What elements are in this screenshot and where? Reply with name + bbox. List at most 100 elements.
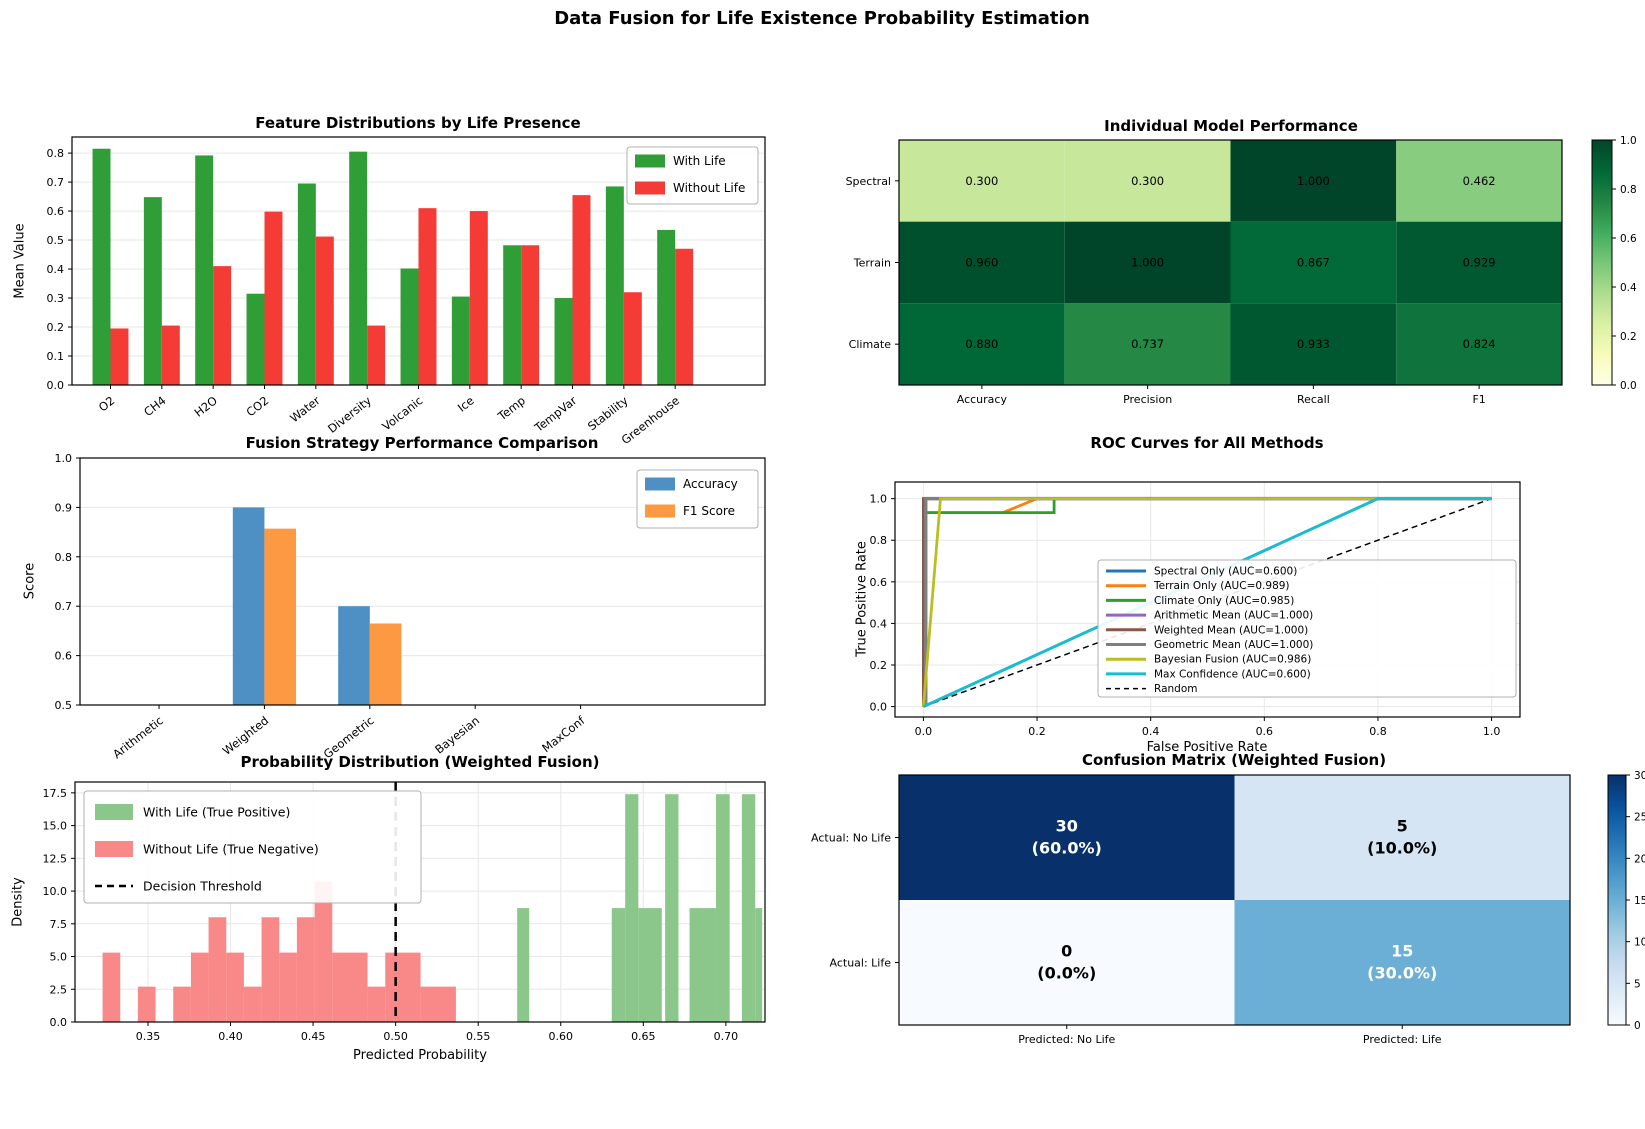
heatmap-row-label: Spectral <box>846 175 891 188</box>
bar <box>469 211 488 385</box>
ytick-label: 0.6 <box>870 576 888 589</box>
confusion-cell-count: 5 <box>1397 817 1408 836</box>
heatmap-cell-value: 0.880 <box>965 337 998 351</box>
hist-bar-with-life <box>611 908 626 1022</box>
bar <box>213 266 232 385</box>
heatmap-cell-value: 0.960 <box>965 256 998 270</box>
confusion-cell-percent: (0.0%) <box>1037 964 1096 983</box>
legend-label: Geometric Mean (AUC=1.000) <box>1154 639 1313 651</box>
bar <box>297 183 316 385</box>
ytick-label: 0.1 <box>47 350 65 363</box>
bar <box>675 248 694 385</box>
hist-bar-with-life <box>689 908 716 1022</box>
ytick-label: 0.8 <box>55 551 73 564</box>
heatmap-cell-value: 0.933 <box>1297 337 1330 351</box>
ytick-label: 0.7 <box>47 176 65 189</box>
hist-bar-with-life <box>625 794 639 1022</box>
hist-bar-without-life <box>243 986 262 1022</box>
feature-chart-title: Feature Distributions by Life Presence <box>255 114 581 132</box>
xtick-label: Bayesian <box>432 713 482 756</box>
bar <box>605 186 624 385</box>
ytick-label: 0.6 <box>55 650 73 663</box>
heatmap-cell-value: 0.737 <box>1131 337 1164 351</box>
colorbar-tick-label: 5 <box>1634 978 1641 990</box>
xtick-label: 0.8 <box>1369 725 1387 738</box>
xtick-label: 0.4 <box>1142 725 1160 738</box>
xtick-label: Ice <box>455 393 477 414</box>
hist-bar-with-life <box>741 794 756 1022</box>
fusion-chart-title: Fusion Strategy Performance Comparison <box>245 434 599 452</box>
xtick-label: Weighted <box>220 713 272 758</box>
ytick-label: 0.9 <box>55 501 73 514</box>
roc-curve <box>922 497 1492 708</box>
xtick-label: CH4 <box>141 393 169 419</box>
ytick-label: 5.0 <box>50 951 68 964</box>
xtick-label: MaxConf <box>539 713 588 756</box>
heatmap-cell <box>899 140 1065 222</box>
xtick-label: Volcanic <box>379 393 425 433</box>
legend-patch <box>95 804 133 820</box>
feature-bar-chart: 0.0 0.1 0.2 0.3 0.4 0.5 0.6 0.7 0.8 O2 CH4 H2O CO2 Wa… <box>47 136 766 447</box>
confusion-colorbar <box>1607 774 1627 1026</box>
legend-label: F1 Score <box>683 504 735 518</box>
hist-bar-without-life <box>208 917 227 1022</box>
bar <box>418 208 437 385</box>
bar <box>264 528 297 705</box>
ytick-label: 0.2 <box>870 659 888 672</box>
legend-label: Weighted Mean (AUC=1.000) <box>1154 624 1308 636</box>
xtick-label: 0.60 <box>549 1030 574 1043</box>
confusion-cell <box>899 900 1235 1025</box>
hist-bar-without-life <box>261 917 280 1022</box>
colorbar-tick-label: 30 <box>1634 770 1645 782</box>
ytick-label: 0.0 <box>47 379 65 392</box>
xtick-label: Arithmetic <box>110 713 166 761</box>
fusion-bar-chart: 0.5 0.6 0.7 0.8 0.9 1.0 Arithmetic Weighted Geom… <box>55 452 766 761</box>
legend-label: Terrain Only (AUC=0.989) <box>1153 580 1290 592</box>
hist-bar-without-life <box>279 952 297 1022</box>
xtick-label: 0.0 <box>915 725 933 738</box>
xtick-label: Stability <box>585 393 631 433</box>
heatmap-cell-value: 0.300 <box>965 174 998 188</box>
bar <box>400 268 419 385</box>
legend-frame <box>83 790 422 904</box>
hist-chart-title: Probability Distribution (Weighted Fusio… <box>240 753 600 771</box>
heatmap-cell <box>1064 303 1231 385</box>
confusion-cell-count: 0 <box>1061 942 1072 961</box>
hist-bar-with-life <box>665 794 679 1022</box>
bar <box>232 507 265 705</box>
bar <box>623 292 642 385</box>
model-heatmap: 0.300 0.300 1.000 0.462 0.960 1.000 0.867 0.929… <box>846 135 1637 406</box>
xtick-label: O2 <box>96 393 118 414</box>
roc-xlabel: False Positive Rate <box>1146 740 1268 755</box>
xtick-label: 0.6 <box>1256 725 1274 738</box>
hist-bar-without-life <box>296 917 315 1022</box>
confusion-cell <box>899 775 1235 900</box>
legend-label: With Life <box>673 154 726 168</box>
confusion-col-label: Predicted: No Life <box>1018 1033 1115 1046</box>
colorbar-tick-label: 0 <box>1634 1020 1641 1032</box>
ytick-label: 0.7 <box>55 600 73 613</box>
hist-bar-without-life <box>367 986 386 1022</box>
legend-label: Spectral Only (AUC=0.600) <box>1154 566 1297 578</box>
legend-label: Accuracy <box>683 477 738 491</box>
ytick-label: 1.0 <box>55 452 73 465</box>
bar <box>451 296 470 385</box>
bar <box>349 151 368 385</box>
bar <box>657 229 676 385</box>
hist-spine <box>74 781 766 1023</box>
colorbar-tick-label: 10 <box>1634 937 1645 949</box>
colorbar-tick-label: 0.8 <box>1620 184 1637 196</box>
legend-patch <box>635 181 665 195</box>
xtick-label: CO2 <box>243 393 271 419</box>
xtick-label: Diversity <box>325 393 374 436</box>
ytick-label: 15.0 <box>43 820 68 833</box>
hist-xlabel: Predicted Probability <box>353 1048 487 1063</box>
hist-bar-without-life <box>190 952 209 1022</box>
confusion-col-label: Predicted: Life <box>1363 1033 1442 1046</box>
confusion-cell <box>1234 775 1570 900</box>
roc-spine <box>894 481 1521 718</box>
figure-suptitle: Data Fusion for Life Existence Probabili… <box>554 8 1090 29</box>
heatmap-cell-value: 0.867 <box>1297 256 1330 270</box>
